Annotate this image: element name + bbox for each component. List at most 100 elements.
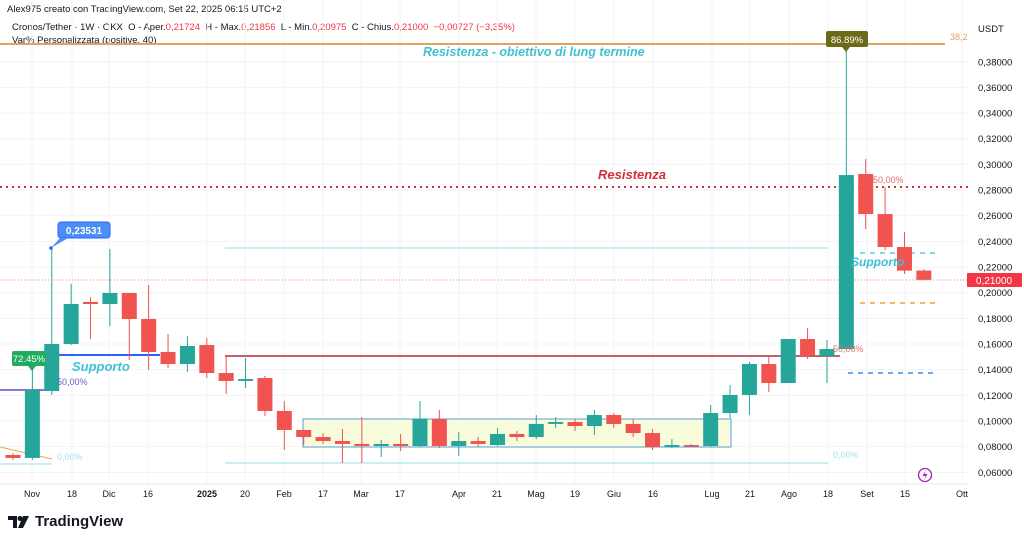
candle-down: [606, 413, 622, 429]
low-value: 0,20975: [312, 22, 347, 33]
candle-down: [334, 428, 350, 463]
close-label: C - Chius.: [351, 22, 394, 33]
pct-50-mid: 50,00%: [833, 344, 864, 354]
price-axis[interactable]: USDT 0,38000 0,36000 0,34000 0,32000 0,30000…: [967, 0, 1024, 486]
candle-body: [141, 319, 157, 352]
price-tick: 0,24000: [978, 237, 1012, 248]
candle-up: [179, 335, 195, 372]
time-tick: 17: [318, 489, 328, 499]
candle-body: [63, 303, 79, 345]
candle-up: [586, 409, 602, 435]
callout-low: 72.45%: [12, 351, 46, 371]
lightning-icon[interactable]: [917, 467, 933, 483]
brand-name: TradingView: [35, 513, 124, 530]
candle-body: [683, 444, 699, 447]
time-tick: 15: [900, 489, 910, 499]
time-tick: 16: [648, 489, 658, 499]
low-label: L - Min.: [280, 22, 313, 33]
candle-body: [393, 443, 409, 447]
price-tick: 0,38000: [978, 57, 1012, 68]
candle-down: [645, 428, 661, 450]
time-axis[interactable]: Nov 18 Dic 16 2025 20 Feb 17 Mar 17 Apr 21 Mag 19 Giu 1…: [24, 489, 969, 499]
currency-label: USDT: [978, 24, 1004, 35]
candle-down: [199, 337, 215, 379]
time-tick: 2025: [197, 489, 217, 499]
candle-up: [451, 432, 467, 457]
candle-body: [451, 441, 467, 447]
pct-50-left: 50,00%: [57, 377, 88, 387]
price-tick: 0,26000: [978, 211, 1012, 222]
candle-down: [218, 356, 234, 394]
time-tick: Dic: [103, 489, 116, 499]
time-tick: 21: [745, 489, 755, 499]
callout-high-price: 0,23531: [49, 221, 111, 250]
time-tick: 21: [492, 489, 502, 499]
price-tick: 0,14000: [978, 365, 1012, 376]
time-tick: 18: [67, 489, 77, 499]
candle-down: [276, 400, 292, 450]
time-tick: Nov: [24, 489, 41, 499]
price-tick: 0,12000: [978, 391, 1012, 402]
candle-up: [24, 361, 40, 461]
candle-body: [819, 349, 835, 356]
candle-body: [858, 174, 874, 215]
candle-up: [664, 439, 680, 448]
candle-body: [199, 345, 215, 374]
ohlc-legend: Cronos/Tether · 1W · OKX O - Aper.0,2172…: [12, 22, 515, 33]
candle-body: [412, 418, 428, 447]
candle-body: [838, 175, 854, 350]
indicator-legend[interactable]: Var% Personalizzata (positive, 40): [12, 35, 157, 46]
candle-body: [470, 441, 486, 444]
change-value: −0,00727 (−3,35%): [433, 22, 515, 33]
candle-up: [44, 247, 60, 395]
candle-up: [412, 400, 428, 448]
price-tick: 0,30000: [978, 160, 1012, 171]
price-tick: 0,18000: [978, 314, 1012, 325]
time-tick: Feb: [276, 489, 292, 499]
time-tick: Ago: [781, 489, 797, 499]
candle-body: [490, 433, 505, 445]
candle-up: [780, 339, 796, 384]
price-tick: 0,22000: [978, 263, 1012, 274]
candle-body: [5, 454, 21, 458]
pct-50-right: 50,00%: [873, 175, 904, 185]
candle-up: [838, 48, 854, 351]
candle-body: [121, 292, 137, 320]
candle-body: [800, 339, 816, 356]
candle-body: [703, 413, 719, 447]
candle-body: [722, 394, 738, 414]
candle-down: [431, 409, 447, 448]
candle-body: [315, 437, 331, 442]
close-value: 0,21000: [393, 22, 429, 33]
last-price-badge: [967, 273, 1022, 287]
high-label: H - Max.: [205, 22, 242, 33]
time-tick: Mag: [527, 489, 545, 499]
candle-body: [218, 373, 234, 381]
time-tick: Set: [860, 489, 874, 499]
price-tick: 0,08000: [978, 442, 1012, 453]
candle-up: [490, 428, 505, 447]
price-tick: 0,28000: [978, 186, 1012, 197]
candle-down: [877, 186, 893, 250]
pct-0-left: 0,00%: [57, 452, 83, 462]
candle-down: [296, 429, 312, 445]
pct-0-right: 0,00%: [833, 450, 859, 460]
time-tick: 16: [143, 489, 153, 499]
support-label-left: Supporto: [72, 359, 130, 374]
price-tick: 0,34000: [978, 109, 1012, 120]
candle-down: [257, 375, 273, 416]
candle-body: [257, 378, 273, 411]
time-tick: Mar: [353, 489, 369, 499]
time-tick: 20: [240, 489, 250, 499]
candle-up: [528, 414, 544, 440]
candle-body: [741, 364, 757, 395]
high-value: 0,21856: [241, 22, 276, 33]
callout-high-price-text: 0,23531: [66, 226, 103, 237]
candle-up: [703, 404, 719, 448]
tradingview-logo-icon: [8, 515, 29, 528]
candle-down: [83, 297, 99, 340]
price-tick: 0,20000: [978, 288, 1012, 299]
candle-up: [63, 283, 79, 346]
symbol-title[interactable]: Cronos/Tether · 1W · OKX: [12, 22, 123, 33]
